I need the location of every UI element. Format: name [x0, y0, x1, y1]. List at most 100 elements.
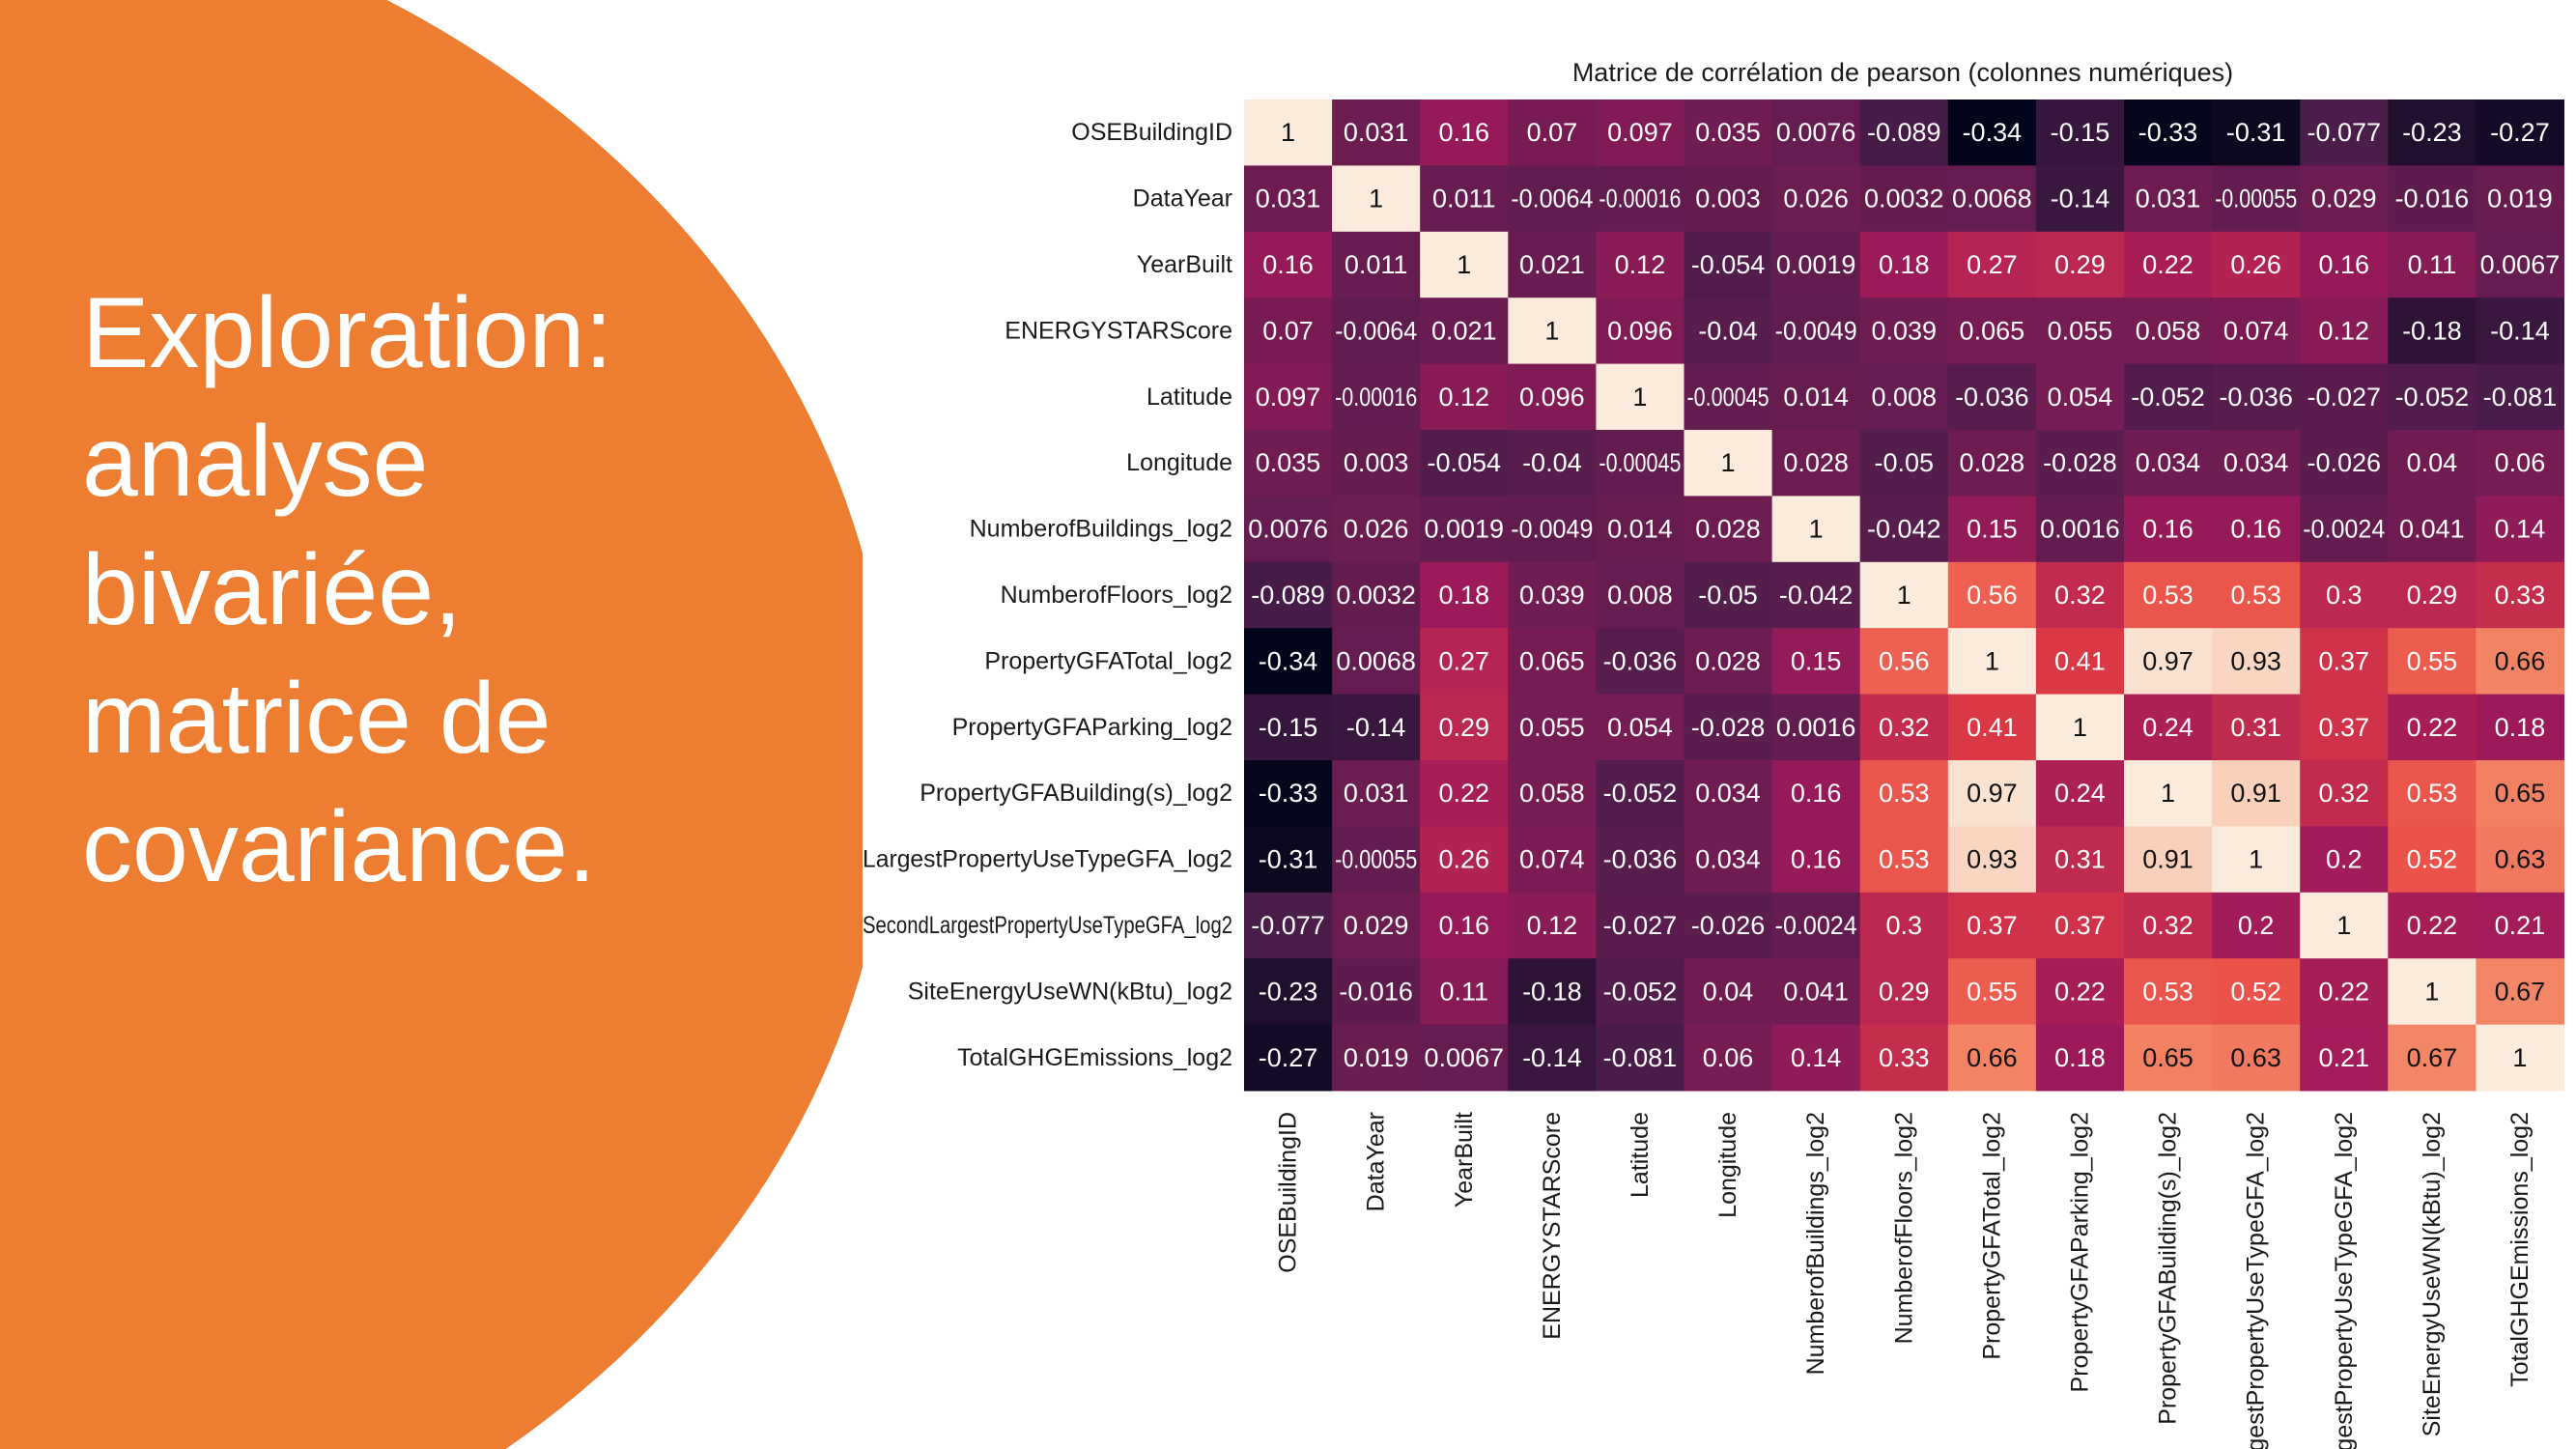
heatmap-cell [1771, 430, 1861, 497]
cell-label: 1 [2424, 977, 2439, 1006]
column-label: PropertyGFABuilding(s)_log2 [2155, 1112, 2182, 1425]
heatmap-cell [1859, 760, 1949, 827]
cell-label: -0.00016 [1335, 383, 1417, 412]
heatmap-cell [1508, 1024, 1597, 1092]
cell-label: 0.2 [2238, 911, 2275, 940]
heatmap-cell [2300, 298, 2389, 365]
cell-label: -0.036 [1955, 383, 2029, 412]
heatmap-cell [2388, 958, 2477, 1026]
cell-label: 1 [2249, 845, 2263, 874]
heatmap-cell [2212, 1024, 2301, 1092]
heatmap-cell [1596, 694, 1684, 761]
heatmap-cell [1684, 496, 1773, 563]
cell-label: 0.67 [2407, 1043, 2458, 1072]
slide-title-line: Exploration: [82, 277, 612, 389]
heatmap-cell [1684, 628, 1773, 696]
slide-title: Exploration: analyse bivariée, matrice de co… [82, 277, 612, 903]
cell-label: 0.3 [2326, 581, 2363, 610]
cell-label: 0.29 [1438, 713, 1489, 742]
heatmap-cell [2124, 958, 2213, 1026]
cell-label: 0.055 [2048, 316, 2113, 345]
cell-label: -0.054 [1691, 250, 1766, 279]
cell-label: 0.65 [2142, 1043, 2194, 1072]
cell-label: 0.011 [1432, 185, 1496, 213]
heatmap-cell [2300, 892, 2389, 959]
heatmap-cell [1596, 892, 1684, 959]
heatmap-cell [2212, 99, 2301, 166]
cell-label: 0.32 [2054, 581, 2106, 610]
heatmap-cell [2476, 231, 2564, 298]
heatmap-cell [1859, 561, 1949, 629]
column-label: PropertyGFAParking_log2 [2066, 1112, 2093, 1392]
heatmap-cell [1420, 760, 1509, 827]
cell-label: 0.008 [1607, 581, 1673, 610]
heatmap-cell [1244, 363, 1333, 431]
cell-label: -0.23 [1259, 977, 1318, 1006]
cell-label: -0.042 [1779, 581, 1854, 610]
heatmap-cell [1596, 1024, 1684, 1092]
heatmap-cell [1596, 298, 1684, 365]
cell-label: 0.031 [1344, 779, 1409, 808]
row-label: TotalGHGEmissions_log2 [957, 1044, 1232, 1071]
heatmap-cell [2300, 165, 2389, 233]
column-label: YearBuilt [1451, 1112, 1478, 1208]
cell-label: 0.026 [1783, 185, 1849, 213]
cell-label: 0.014 [1783, 383, 1849, 412]
heatmap-cell [1596, 760, 1684, 827]
heatmap-cell [1596, 496, 1684, 563]
heatmap-cell [2300, 99, 2389, 166]
heatmap-cell [1684, 826, 1773, 894]
cell-label: 1 [1632, 383, 1647, 412]
cell-label: 1 [1985, 646, 1999, 675]
cell-label: 0.04 [2407, 448, 2458, 477]
heatmap-cell [1508, 165, 1597, 233]
heatmap-cell [1596, 99, 1684, 166]
cell-label: 0.074 [1519, 845, 1585, 874]
cell-label: 0.003 [1344, 448, 1409, 477]
cell-label: 0.055 [1519, 713, 1585, 742]
cell-label: 0.021 [1519, 250, 1585, 279]
heatmap-cell [1332, 760, 1421, 827]
heatmap-cell [2124, 826, 2213, 894]
heatmap-cell [2212, 826, 2301, 894]
cell-label: -0.18 [1522, 977, 1582, 1006]
cell-label: 0.66 [2495, 646, 2546, 675]
cell-label: 0.37 [2318, 646, 2369, 675]
cell-label: 0.37 [1967, 911, 2018, 940]
heatmap-cell [1332, 958, 1421, 1026]
cell-label: 0.14 [1791, 1043, 1842, 1072]
cell-label: 0.52 [2407, 845, 2458, 874]
heatmap-cell [2212, 892, 2301, 959]
heatmap-cell [2476, 496, 2564, 563]
cell-label: 0.0019 [1776, 250, 1856, 279]
heatmap-cell [1508, 430, 1597, 497]
cell-label: 0.058 [1519, 779, 1585, 808]
heatmap-cell [1420, 298, 1509, 365]
cell-label: 0.63 [2495, 845, 2546, 874]
heatmap-cell [1420, 165, 1509, 233]
cell-label: 0.019 [1344, 1043, 1409, 1072]
heatmap-cell [2124, 760, 2213, 827]
heatmap-cell [1244, 694, 1333, 761]
heatmap-cell [1771, 363, 1861, 431]
cell-label: -0.036 [1603, 646, 1678, 675]
heatmap-cell [1332, 826, 1421, 894]
heatmap-cell [1596, 165, 1684, 233]
heatmap-cell [1771, 628, 1861, 696]
heatmap-cell [1508, 99, 1597, 166]
cell-label: -0.016 [1339, 977, 1413, 1006]
cell-label: 0.12 [2318, 316, 2369, 345]
heatmap-cell [2476, 628, 2564, 696]
row-label: PropertyGFAParking_log2 [952, 714, 1232, 741]
heatmap-cell [2212, 496, 2301, 563]
row-label: PropertyGFATotal_log2 [984, 647, 1232, 674]
cell-label: 0.026 [1344, 515, 1409, 544]
cell-label: 0.097 [1607, 118, 1673, 147]
cell-label: 0.15 [1967, 515, 2018, 544]
cell-label: 1 [2512, 1043, 2527, 1072]
cell-label: -0.027 [2307, 383, 2381, 412]
cell-label: 0.22 [2142, 250, 2194, 279]
cell-label: 0.019 [2487, 185, 2553, 213]
